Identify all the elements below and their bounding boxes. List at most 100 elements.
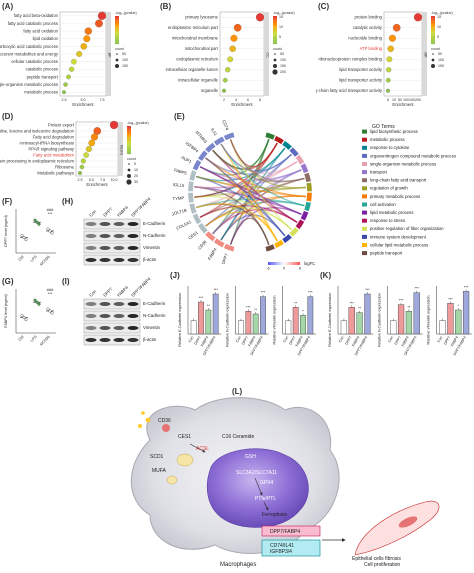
colorbar-segment: [127, 144, 131, 146]
significance-label: ***: [464, 285, 469, 289]
go-arc: [303, 172, 312, 183]
colorbar-segment: [431, 27, 435, 29]
term-dot: [69, 66, 75, 72]
colorbar-segment: [273, 20, 277, 22]
gene-arc: [192, 213, 202, 225]
term-dot: [386, 77, 391, 83]
go-arc: [265, 132, 276, 141]
bar: [285, 320, 292, 335]
x-tick: 5.0: [89, 178, 94, 182]
bar: [356, 312, 363, 335]
colorbar-segment: [115, 37, 119, 39]
bar: [348, 307, 355, 335]
count-dot: [273, 58, 277, 62]
bar: [260, 296, 266, 335]
label-slc: SLC3A2/SLC7A11: [236, 470, 277, 476]
colorbar-segment: [273, 34, 277, 36]
term-dot: [388, 34, 396, 42]
panel-d: (D) Protein export Valine, leucine and iso…: [0, 110, 170, 190]
go-legend-entry: single-organism metabolic process: [370, 161, 436, 166]
colorbar-segment: [431, 21, 435, 24]
box-cd74-label-2: IGFBP3/4: [270, 549, 292, 555]
legend-title: -log₁₀(pvalue): [115, 11, 137, 15]
panel-e: (E) DPP7 FABP4 CD36 CES1 COL5A1 GOLT1B TYMP IGLL…: [170, 110, 474, 271]
logfc-segment: [298, 262, 301, 265]
significance-label: ###: [47, 287, 54, 292]
gene-label: TYMP: [172, 195, 184, 201]
x-tick: 50: [398, 98, 402, 102]
term-label: Fatty acid degradation: [33, 134, 75, 139]
box-dpp7-fabp4: [261, 525, 321, 537]
term-dot: [90, 133, 99, 141]
colorbar-segment: [273, 23, 277, 25]
gene-arc: [187, 180, 195, 192]
gene-arc: [189, 203, 197, 215]
term-label: primary lysosome: [185, 15, 218, 20]
logfc-segment: [277, 262, 280, 265]
term-label: endoplasmic reticulum part: [168, 25, 219, 30]
category-label: Con: [188, 335, 195, 343]
term-dot: [71, 58, 77, 65]
gene-label: AUP1: [180, 155, 193, 165]
colorbar-segment: [115, 27, 119, 29]
colorbar-segment: [431, 18, 435, 21]
category-label: FABP4: [295, 335, 304, 347]
mechanism-schematic: (L) CD36 CES1 SCD1 MUFA ACSL C16 Ceramid…: [130, 387, 440, 568]
go-legend-swatch: [362, 145, 367, 150]
x-tick: 2.5: [78, 178, 83, 182]
count-value: 100: [280, 58, 286, 62]
term-dot: [387, 45, 394, 52]
epithelial-cell: [354, 500, 440, 556]
y-axis-label: DPP7 level (ng/ml): [4, 214, 8, 246]
side-strip-label: MF: [424, 52, 428, 58]
side-strip: [118, 122, 123, 176]
blot-row-label: β-actin: [143, 337, 157, 342]
data-point: [37, 302, 41, 306]
group-label: siCD36: [39, 335, 51, 347]
x-tick: 2: [223, 98, 225, 102]
go-legend-swatch: [362, 178, 367, 183]
colorbar-tick: 15: [437, 15, 441, 19]
blot-strip: [83, 218, 141, 230]
blot-band: [113, 338, 125, 342]
go-legend-swatch: [362, 210, 367, 215]
go-arc: [289, 146, 300, 158]
panel-label: (H): [62, 197, 73, 206]
gene-arc: [197, 222, 209, 234]
significance-label: **: [358, 307, 361, 311]
go-arc: [289, 226, 300, 238]
blot-row-label: E-Cadherin: [143, 301, 166, 306]
colorbar-tick: 10: [437, 25, 441, 29]
colorbar-segment: [115, 23, 119, 25]
chord-ribbon: [194, 195, 292, 231]
significance-label: ***: [199, 296, 204, 300]
bar: [340, 320, 348, 335]
bar: [198, 301, 204, 335]
panel-b: (B) primary lysosome endoplasmic reticulum…: [158, 0, 316, 110]
significance-label: ***: [261, 291, 266, 295]
significance-label: ***: [213, 288, 218, 292]
blot-band: [85, 246, 97, 250]
term-dot: [385, 88, 390, 93]
significance-label: **: [294, 301, 297, 305]
term-label: organelle: [201, 88, 219, 93]
gene-label: DPP7: [221, 252, 230, 265]
go-legend-entry: regulation of growth: [370, 186, 408, 191]
go-arc: [306, 192, 313, 202]
term-dot: [84, 27, 92, 35]
term-dot: [413, 13, 423, 22]
go-legend-entry: response to cytokine: [370, 145, 410, 150]
bar: [300, 315, 306, 335]
colorbar-segment: [273, 24, 277, 26]
bar: [238, 320, 244, 335]
blot-band: [127, 258, 139, 262]
bar: [292, 307, 299, 335]
arrow-2: [254, 477, 263, 496]
go-legend-entry: peptide transport: [370, 251, 403, 256]
y-axis-label: Relative Vimentin expression: [273, 296, 277, 345]
colorbar-tick: 5: [279, 35, 281, 39]
significance-label: ***: [48, 291, 53, 296]
go-arc: [295, 154, 305, 165]
significance-label: ***: [415, 287, 420, 291]
logfc-segment: [292, 262, 294, 265]
